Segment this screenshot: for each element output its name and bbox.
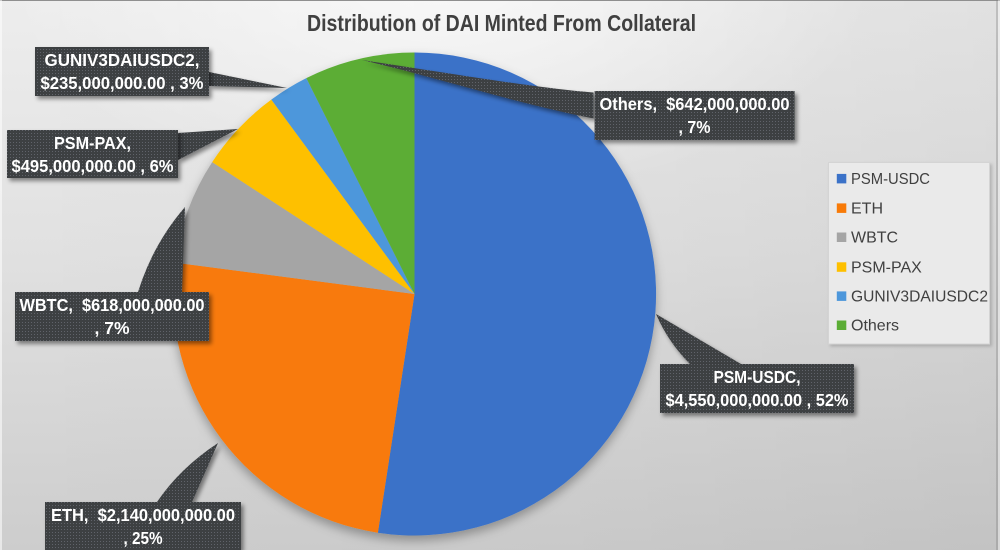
svg-text:GUNIV3DAIUSDC2,: GUNIV3DAIUSDC2, xyxy=(45,50,200,70)
svg-text:PSM-USDC,: PSM-USDC, xyxy=(714,367,801,387)
svg-text:PSM-PAX: PSM-PAX xyxy=(851,259,922,276)
svg-text:$4,550,000,000.00 , 52%: $4,550,000,000.00 , 52% xyxy=(666,390,849,410)
svg-text:ETH: ETH xyxy=(851,201,883,218)
svg-text:, 7%: , 7% xyxy=(679,117,711,137)
svg-text:Others: Others xyxy=(851,318,899,335)
svg-text:PSM-USDC: PSM-USDC xyxy=(851,171,930,188)
svg-text:$235,000,000.00 , 3%: $235,000,000.00 , 3% xyxy=(41,73,204,93)
svg-text:GUNIV3DAIUSDC2: GUNIV3DAIUSDC2 xyxy=(851,289,988,306)
svg-text:ETH, $2,140,000,000.00: ETH, $2,140,000,000.00 xyxy=(51,505,235,525)
svg-text:WBTC: WBTC xyxy=(851,230,898,247)
svg-text:$495,000,000.00 , 6%: $495,000,000.00 , 6% xyxy=(12,156,174,176)
svg-text:PSM-PAX,: PSM-PAX, xyxy=(54,133,131,153)
svg-text:Others, $642,000,000.00: Others, $642,000,000.00 xyxy=(600,94,790,114)
svg-text:WBTC, $618,000,000.00: WBTC, $618,000,000.00 xyxy=(20,295,205,315)
svg-text:, 7%: , 7% xyxy=(95,318,130,338)
svg-text:, 25%: , 25% xyxy=(124,528,163,548)
svg-text:Distribution of DAI Minted Fro: Distribution of DAI Minted From Collater… xyxy=(307,10,696,36)
